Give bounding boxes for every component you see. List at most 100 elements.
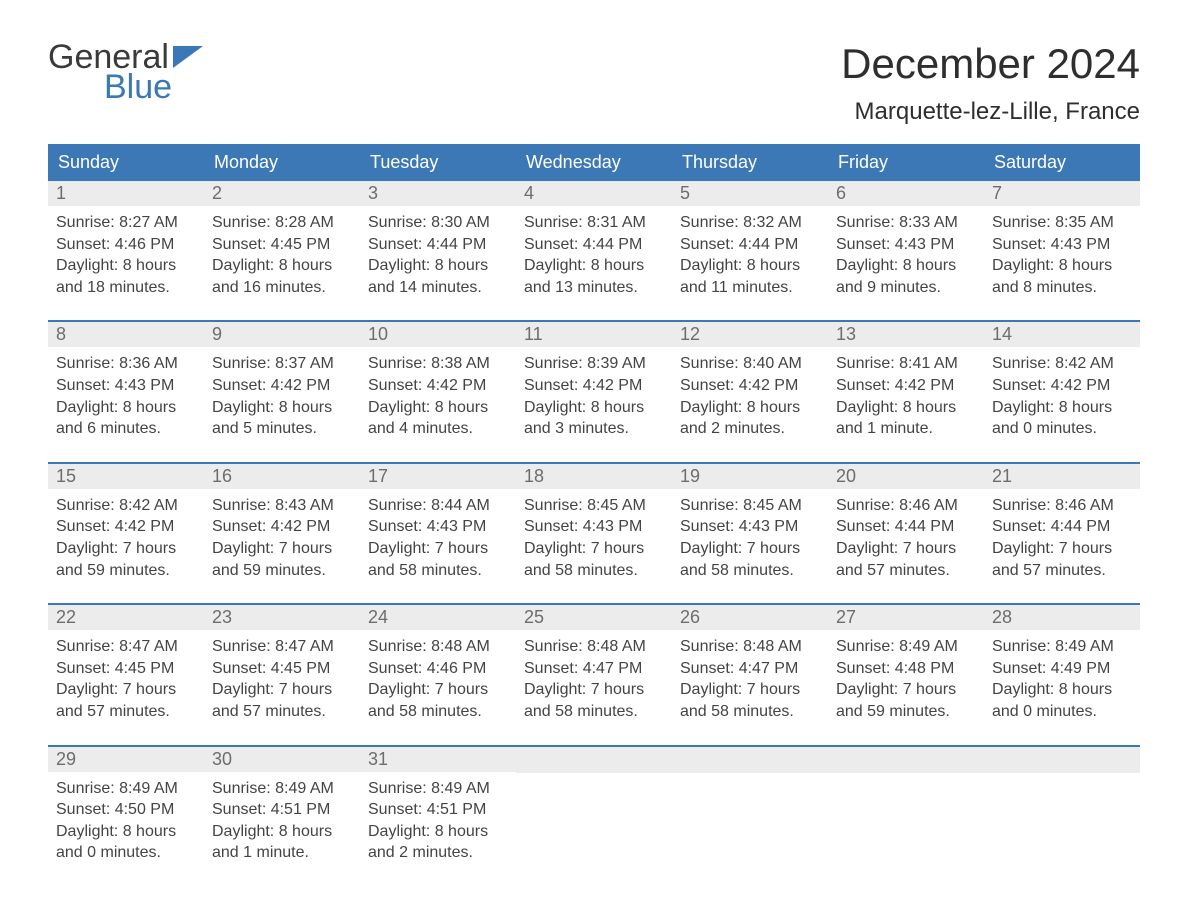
daylight-text-2: and 58 minutes. [680, 560, 820, 582]
daylight-text-1: Daylight: 8 hours [56, 255, 196, 277]
daylight-text-1: Daylight: 7 hours [368, 679, 508, 701]
day-details: Sunrise: 8:31 AMSunset: 4:44 PMDaylight:… [516, 206, 672, 302]
day-details: Sunrise: 8:49 AMSunset: 4:50 PMDaylight:… [48, 772, 204, 868]
logo-flag-icon [173, 40, 203, 74]
day-details: Sunrise: 8:37 AMSunset: 4:42 PMDaylight:… [204, 347, 360, 443]
daylight-text-2: and 3 minutes. [524, 418, 664, 440]
sunrise-text: Sunrise: 8:48 AM [368, 636, 508, 658]
day-cell: 8Sunrise: 8:36 AMSunset: 4:43 PMDaylight… [48, 322, 204, 443]
weekday-header: Wednesday [516, 144, 672, 181]
day-cell: 16Sunrise: 8:43 AMSunset: 4:42 PMDayligh… [204, 464, 360, 585]
weekday-header: Monday [204, 144, 360, 181]
daylight-text-2: and 59 minutes. [56, 560, 196, 582]
daylight-text-1: Daylight: 8 hours [836, 255, 976, 277]
daylight-text-1: Daylight: 7 hours [212, 538, 352, 560]
day-number [672, 747, 828, 773]
day-number: 27 [828, 605, 984, 630]
sunrise-text: Sunrise: 8:36 AM [56, 353, 196, 375]
daylight-text-1: Daylight: 7 hours [56, 679, 196, 701]
daylight-text-1: Daylight: 7 hours [836, 538, 976, 560]
day-number: 29 [48, 747, 204, 772]
daylight-text-2: and 8 minutes. [992, 277, 1132, 299]
day-number: 30 [204, 747, 360, 772]
weekday-header: Saturday [984, 144, 1140, 181]
month-title: December 2024 [841, 40, 1140, 88]
day-number: 16 [204, 464, 360, 489]
daylight-text-1: Daylight: 7 hours [56, 538, 196, 560]
sunset-text: Sunset: 4:43 PM [368, 516, 508, 538]
day-number: 28 [984, 605, 1140, 630]
day-cell: 7Sunrise: 8:35 AMSunset: 4:43 PMDaylight… [984, 181, 1140, 302]
daylight-text-2: and 1 minute. [212, 842, 352, 864]
day-cell [984, 747, 1140, 868]
daylight-text-1: Daylight: 7 hours [680, 679, 820, 701]
sunrise-text: Sunrise: 8:28 AM [212, 212, 352, 234]
sunset-text: Sunset: 4:45 PM [212, 234, 352, 256]
day-number: 22 [48, 605, 204, 630]
sunset-text: Sunset: 4:44 PM [836, 516, 976, 538]
sunrise-text: Sunrise: 8:48 AM [524, 636, 664, 658]
day-cell: 17Sunrise: 8:44 AMSunset: 4:43 PMDayligh… [360, 464, 516, 585]
day-cell: 10Sunrise: 8:38 AMSunset: 4:42 PMDayligh… [360, 322, 516, 443]
day-details: Sunrise: 8:49 AMSunset: 4:48 PMDaylight:… [828, 630, 984, 726]
sunset-text: Sunset: 4:44 PM [992, 516, 1132, 538]
day-cell: 5Sunrise: 8:32 AMSunset: 4:44 PMDaylight… [672, 181, 828, 302]
day-number: 24 [360, 605, 516, 630]
day-cell: 20Sunrise: 8:46 AMSunset: 4:44 PMDayligh… [828, 464, 984, 585]
sunset-text: Sunset: 4:44 PM [368, 234, 508, 256]
sunset-text: Sunset: 4:44 PM [524, 234, 664, 256]
weekday-header: Tuesday [360, 144, 516, 181]
sunset-text: Sunset: 4:49 PM [992, 658, 1132, 680]
title-block: December 2024 Marquette-lez-Lille, Franc… [841, 40, 1140, 126]
day-details: Sunrise: 8:27 AMSunset: 4:46 PMDaylight:… [48, 206, 204, 302]
weekday-header: Thursday [672, 144, 828, 181]
day-number: 20 [828, 464, 984, 489]
day-number [984, 747, 1140, 773]
weekday-header-row: Sunday Monday Tuesday Wednesday Thursday… [48, 144, 1140, 181]
daylight-text-2: and 0 minutes. [992, 701, 1132, 723]
header: General Blue December 2024 Marquette-lez… [48, 40, 1140, 126]
day-details: Sunrise: 8:38 AMSunset: 4:42 PMDaylight:… [360, 347, 516, 443]
day-details: Sunrise: 8:32 AMSunset: 4:44 PMDaylight:… [672, 206, 828, 302]
sunrise-text: Sunrise: 8:35 AM [992, 212, 1132, 234]
day-number: 11 [516, 322, 672, 347]
calendar: Sunday Monday Tuesday Wednesday Thursday… [48, 144, 1140, 868]
daylight-text-2: and 6 minutes. [56, 418, 196, 440]
sunrise-text: Sunrise: 8:45 AM [680, 495, 820, 517]
day-cell: 1Sunrise: 8:27 AMSunset: 4:46 PMDaylight… [48, 181, 204, 302]
day-details: Sunrise: 8:42 AMSunset: 4:42 PMDaylight:… [48, 489, 204, 585]
day-number: 18 [516, 464, 672, 489]
day-details: Sunrise: 8:48 AMSunset: 4:46 PMDaylight:… [360, 630, 516, 726]
day-number: 25 [516, 605, 672, 630]
logo-word-blue: Blue [48, 70, 203, 104]
sunset-text: Sunset: 4:42 PM [524, 375, 664, 397]
day-cell: 3Sunrise: 8:30 AMSunset: 4:44 PMDaylight… [360, 181, 516, 302]
day-number: 26 [672, 605, 828, 630]
day-number: 3 [360, 181, 516, 206]
day-details: Sunrise: 8:43 AMSunset: 4:42 PMDaylight:… [204, 489, 360, 585]
day-details: Sunrise: 8:47 AMSunset: 4:45 PMDaylight:… [48, 630, 204, 726]
daylight-text-2: and 16 minutes. [212, 277, 352, 299]
day-details: Sunrise: 8:48 AMSunset: 4:47 PMDaylight:… [516, 630, 672, 726]
sunset-text: Sunset: 4:42 PM [680, 375, 820, 397]
sunrise-text: Sunrise: 8:48 AM [680, 636, 820, 658]
day-details: Sunrise: 8:49 AMSunset: 4:51 PMDaylight:… [360, 772, 516, 868]
sunset-text: Sunset: 4:42 PM [368, 375, 508, 397]
day-number: 31 [360, 747, 516, 772]
daylight-text-2: and 2 minutes. [368, 842, 508, 864]
daylight-text-1: Daylight: 8 hours [992, 255, 1132, 277]
daylight-text-1: Daylight: 8 hours [836, 397, 976, 419]
daylight-text-2: and 4 minutes. [368, 418, 508, 440]
sunrise-text: Sunrise: 8:44 AM [368, 495, 508, 517]
logo: General Blue [48, 40, 203, 104]
sunrise-text: Sunrise: 8:47 AM [56, 636, 196, 658]
day-number [828, 747, 984, 773]
sunrise-text: Sunrise: 8:42 AM [56, 495, 196, 517]
day-cell [828, 747, 984, 868]
sunrise-text: Sunrise: 8:49 AM [368, 778, 508, 800]
week-row: 8Sunrise: 8:36 AMSunset: 4:43 PMDaylight… [48, 320, 1140, 443]
daylight-text-1: Daylight: 7 hours [368, 538, 508, 560]
daylight-text-1: Daylight: 7 hours [524, 679, 664, 701]
day-details: Sunrise: 8:48 AMSunset: 4:47 PMDaylight:… [672, 630, 828, 726]
daylight-text-2: and 13 minutes. [524, 277, 664, 299]
